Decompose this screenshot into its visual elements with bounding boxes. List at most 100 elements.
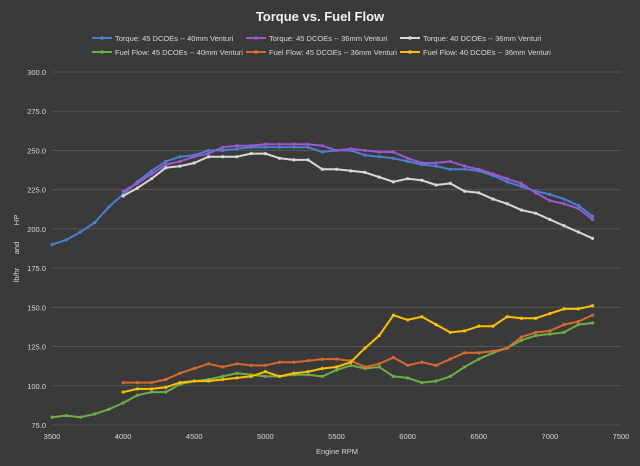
data-point — [434, 379, 438, 383]
data-point — [391, 150, 395, 154]
data-point — [164, 159, 168, 164]
data-point — [292, 360, 296, 364]
data-point — [534, 191, 538, 195]
data-point — [406, 159, 410, 164]
legend-marker — [254, 36, 258, 40]
data-point — [349, 169, 353, 173]
data-point — [249, 151, 253, 156]
data-point — [334, 148, 339, 153]
data-point — [320, 366, 324, 371]
data-point — [491, 349, 495, 353]
data-point — [448, 181, 452, 185]
data-point — [462, 351, 467, 355]
data-point — [178, 159, 182, 164]
data-point — [121, 194, 125, 198]
data-point — [477, 167, 481, 171]
data-point — [249, 374, 253, 378]
data-point — [278, 374, 282, 378]
data-point — [590, 236, 595, 240]
data-point — [135, 381, 139, 385]
data-point — [221, 155, 225, 159]
data-point — [590, 313, 595, 317]
data-point — [562, 330, 566, 335]
data-point — [334, 357, 339, 361]
x-tick-label: 5000 — [257, 432, 274, 441]
data-point — [192, 161, 196, 165]
data-point — [576, 230, 580, 234]
data-point — [590, 214, 595, 218]
data-point — [149, 172, 154, 176]
data-point — [363, 148, 367, 153]
data-point — [420, 161, 424, 165]
data-point — [78, 230, 83, 234]
data-point — [434, 164, 438, 168]
data-point — [548, 199, 552, 203]
data-point — [477, 351, 481, 355]
data-point — [334, 167, 339, 171]
data-point — [235, 376, 239, 380]
data-point — [192, 379, 196, 383]
data-point — [548, 329, 552, 333]
data-point — [448, 374, 452, 378]
data-point — [178, 381, 182, 385]
y-axis-label: lb/hr and HP — [12, 215, 21, 283]
data-point — [221, 145, 225, 149]
legend-label: Fuel Flow: 45 DCOEs -- 40mm Venturi — [115, 48, 243, 57]
data-point — [548, 217, 552, 222]
legend-item: Torque: 40 DCOEs -- 36mm Venturi — [400, 34, 542, 43]
y-tick-label: 75.0 — [31, 421, 46, 430]
data-point — [263, 363, 267, 367]
data-point — [349, 363, 353, 367]
data-point — [590, 217, 595, 222]
data-point — [562, 322, 566, 327]
y-axis-label-part-1: lb/hr — [12, 267, 21, 282]
data-point — [121, 401, 125, 405]
data-point — [363, 153, 367, 157]
data-point — [206, 379, 211, 383]
data-point — [306, 145, 310, 149]
x-tick-label: 4000 — [115, 432, 132, 441]
data-point — [349, 147, 353, 151]
data-point — [363, 170, 367, 175]
data-point — [534, 211, 538, 215]
data-point — [420, 178, 424, 182]
data-point — [562, 197, 566, 201]
data-point — [548, 192, 552, 196]
data-point — [377, 155, 381, 159]
data-point — [391, 313, 395, 317]
data-point — [334, 368, 339, 372]
data-point — [377, 333, 381, 338]
data-point — [534, 333, 538, 338]
data-point — [377, 362, 381, 366]
data-point — [519, 338, 524, 342]
data-point — [263, 145, 267, 149]
data-point — [164, 377, 168, 382]
data-point — [491, 324, 495, 328]
legend-label: Fuel Flow: 40 DCOEs -- 36mm Venturi — [423, 48, 551, 57]
x-tick-label: 5500 — [328, 432, 345, 441]
data-point — [505, 177, 509, 181]
data-point — [278, 360, 282, 364]
data-point — [306, 359, 310, 363]
data-point — [406, 318, 410, 322]
data-point — [462, 329, 467, 333]
data-point — [576, 203, 580, 207]
data-point — [192, 155, 196, 159]
data-point — [263, 151, 267, 156]
series-line — [122, 143, 594, 221]
data-point — [462, 164, 467, 168]
data-point — [576, 307, 580, 311]
legend-label: Torque: 45 DCOEs -- 40mm Venturi — [115, 34, 234, 43]
data-point — [107, 407, 111, 411]
data-point — [406, 177, 410, 181]
legend-item: Fuel Flow: 40 DCOEs -- 36mm Venturi — [400, 48, 551, 57]
data-point — [448, 159, 452, 164]
data-point — [221, 365, 225, 369]
series-line — [123, 314, 593, 384]
data-point — [278, 145, 282, 149]
data-point — [306, 142, 310, 146]
y-tick-label: 225.0 — [27, 186, 46, 195]
data-point — [164, 162, 168, 167]
legend-label: Torque: 45 DCOEs -- 36mm Venturi — [269, 34, 388, 43]
